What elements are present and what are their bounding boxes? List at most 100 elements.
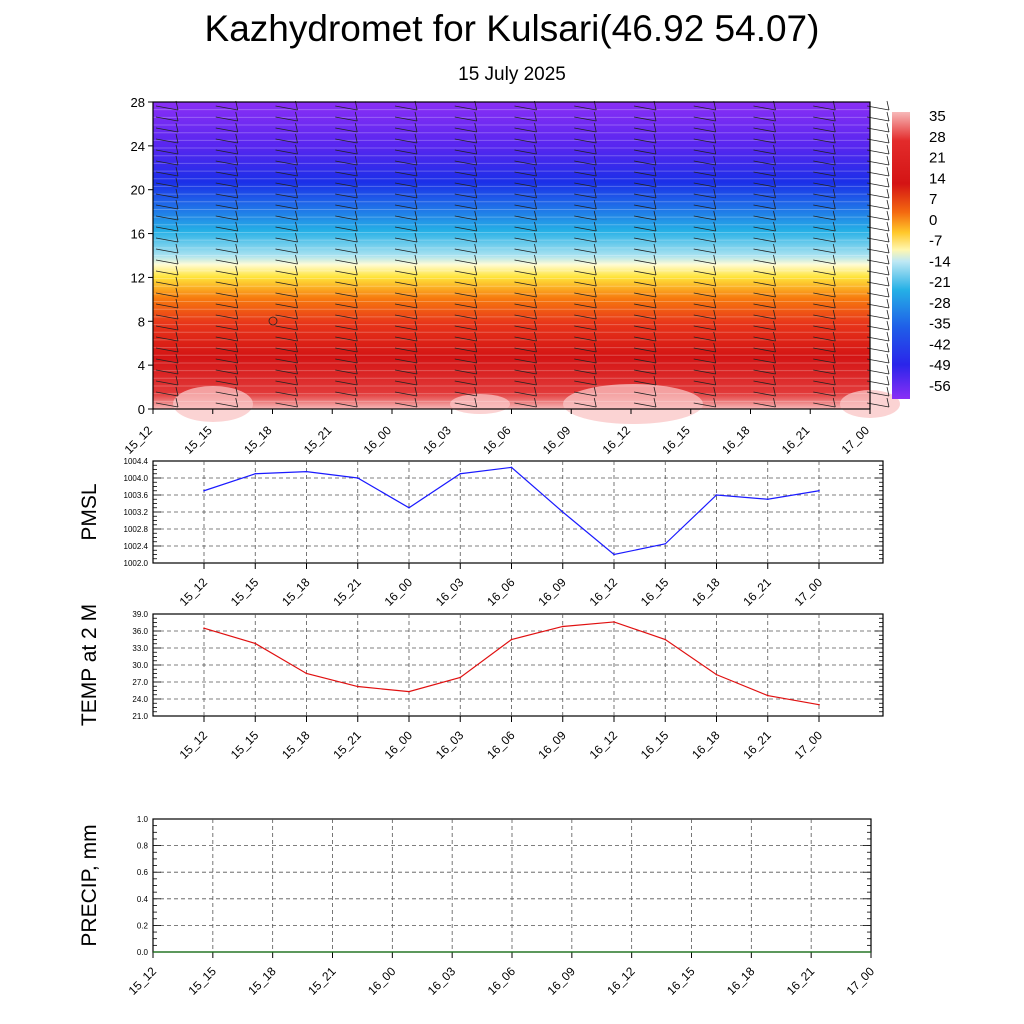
wind-barb-feather <box>593 397 597 408</box>
wind-barb <box>574 243 597 254</box>
wind-barb <box>335 155 358 166</box>
wind-barb-shaft <box>813 336 836 342</box>
wind-barb-shaft <box>866 270 890 276</box>
wind-barb-feather <box>713 199 717 210</box>
wind-barb-shaft <box>155 325 179 331</box>
wind-barb <box>335 386 358 397</box>
wind-barb <box>514 133 537 144</box>
wind-barb-shaft <box>574 347 597 353</box>
wind-barb-shaft <box>866 171 890 177</box>
wind-barb <box>813 133 836 144</box>
wind-barb-shaft <box>866 347 890 353</box>
wind-barb-feather <box>886 386 890 397</box>
wind-barb-feather <box>175 309 179 320</box>
wind-barb-feather <box>832 353 836 364</box>
wind-barb-shaft <box>155 314 179 320</box>
x-tick-label: 16_03 <box>425 964 459 998</box>
wind-barb-shaft <box>753 204 776 210</box>
wind-barb-shaft <box>753 149 776 155</box>
wind-barb-shaft <box>514 380 537 386</box>
data-point <box>613 553 615 556</box>
wind-barb <box>574 111 597 122</box>
y-tick-label: 24.0 <box>132 695 148 704</box>
wind-barb-feather <box>175 320 179 331</box>
wind-barb-shaft <box>633 325 657 331</box>
wind-barb-feather <box>773 144 776 155</box>
wind-barb-feather <box>713 265 717 276</box>
wind-barb-shaft <box>693 127 716 133</box>
wind-barb-feather <box>354 331 358 342</box>
wind-barb <box>335 199 358 210</box>
wind-barb <box>454 353 478 364</box>
heatmap-x-tick-label: 16_00 <box>361 423 395 457</box>
wind-barb-shaft <box>633 347 657 353</box>
wind-barb-shaft <box>394 314 418 320</box>
wind-barb-feather <box>474 144 478 155</box>
wind-barb-shaft <box>693 325 716 331</box>
wind-barb-feather <box>474 188 478 199</box>
wind-barb <box>633 188 657 199</box>
wind-barb-feather <box>414 243 418 254</box>
wind-barb <box>335 298 358 309</box>
wind-barb-feather <box>534 320 537 331</box>
wind-barb-feather <box>653 177 657 188</box>
wind-barb-shaft <box>215 193 238 199</box>
wind-barb-shaft <box>394 237 418 243</box>
wind-barb-shaft <box>514 336 537 342</box>
wind-barb-shaft <box>753 281 776 287</box>
wind-barb-feather <box>354 133 358 144</box>
wind-barb-shaft <box>215 358 238 364</box>
x-tick-label: 16_06 <box>484 575 518 609</box>
wind-barb-shaft <box>693 292 716 298</box>
wind-barb-shaft <box>394 402 418 408</box>
wind-barb <box>633 232 657 243</box>
wind-barb <box>813 199 836 210</box>
wind-barb <box>514 166 537 177</box>
wind-barb <box>155 320 179 331</box>
wind-barb <box>155 232 179 243</box>
wind-barb <box>633 287 657 298</box>
wind-barb-feather <box>175 287 179 298</box>
y-axis-label: PRECIP, mm <box>78 824 101 946</box>
data-point <box>254 472 257 475</box>
wind-barb <box>866 144 890 155</box>
wind-barb <box>693 320 717 331</box>
wind-barb <box>275 309 298 320</box>
heatmap-y-tick-label: 28 <box>131 95 145 110</box>
wind-barb-shaft <box>275 292 298 298</box>
wind-barb-feather <box>713 342 717 353</box>
wind-barb-feather <box>354 276 358 287</box>
wind-barb <box>454 298 478 309</box>
y-tick-label: 39.0 <box>132 610 148 619</box>
wind-barb-feather <box>593 122 597 133</box>
wind-barb-feather <box>474 375 478 386</box>
wind-barb-feather <box>474 353 478 364</box>
wind-barb <box>275 298 298 309</box>
wind-barb <box>215 177 239 188</box>
wind-barb <box>866 331 890 342</box>
wind-barb <box>866 188 890 199</box>
wind-barb <box>454 133 478 144</box>
wind-barb <box>215 375 239 386</box>
y-tick-label: 0.8 <box>137 842 149 851</box>
data-point <box>715 494 718 496</box>
wind-barb-feather <box>832 122 836 133</box>
wind-barb <box>394 122 418 133</box>
wind-barb-shaft <box>633 336 657 342</box>
wind-barb <box>155 353 179 364</box>
wind-barb-shaft <box>813 303 836 309</box>
wind-barb-shaft <box>454 347 477 353</box>
wind-barb <box>753 353 776 364</box>
wind-barb-feather <box>593 353 597 364</box>
wind-barb <box>866 155 890 166</box>
wind-barb-shaft <box>574 204 597 210</box>
wind-barb-shaft <box>335 204 358 210</box>
wind-barb-shaft <box>335 402 358 408</box>
wind-barb-shaft <box>693 336 716 342</box>
wind-barb <box>454 397 478 408</box>
wind-barb <box>574 166 597 177</box>
wind-barb <box>693 276 717 287</box>
x-tick-label: 16_15 <box>664 964 698 998</box>
x-tick-label: 16_12 <box>587 575 621 609</box>
wind-barb-shaft <box>155 182 179 188</box>
